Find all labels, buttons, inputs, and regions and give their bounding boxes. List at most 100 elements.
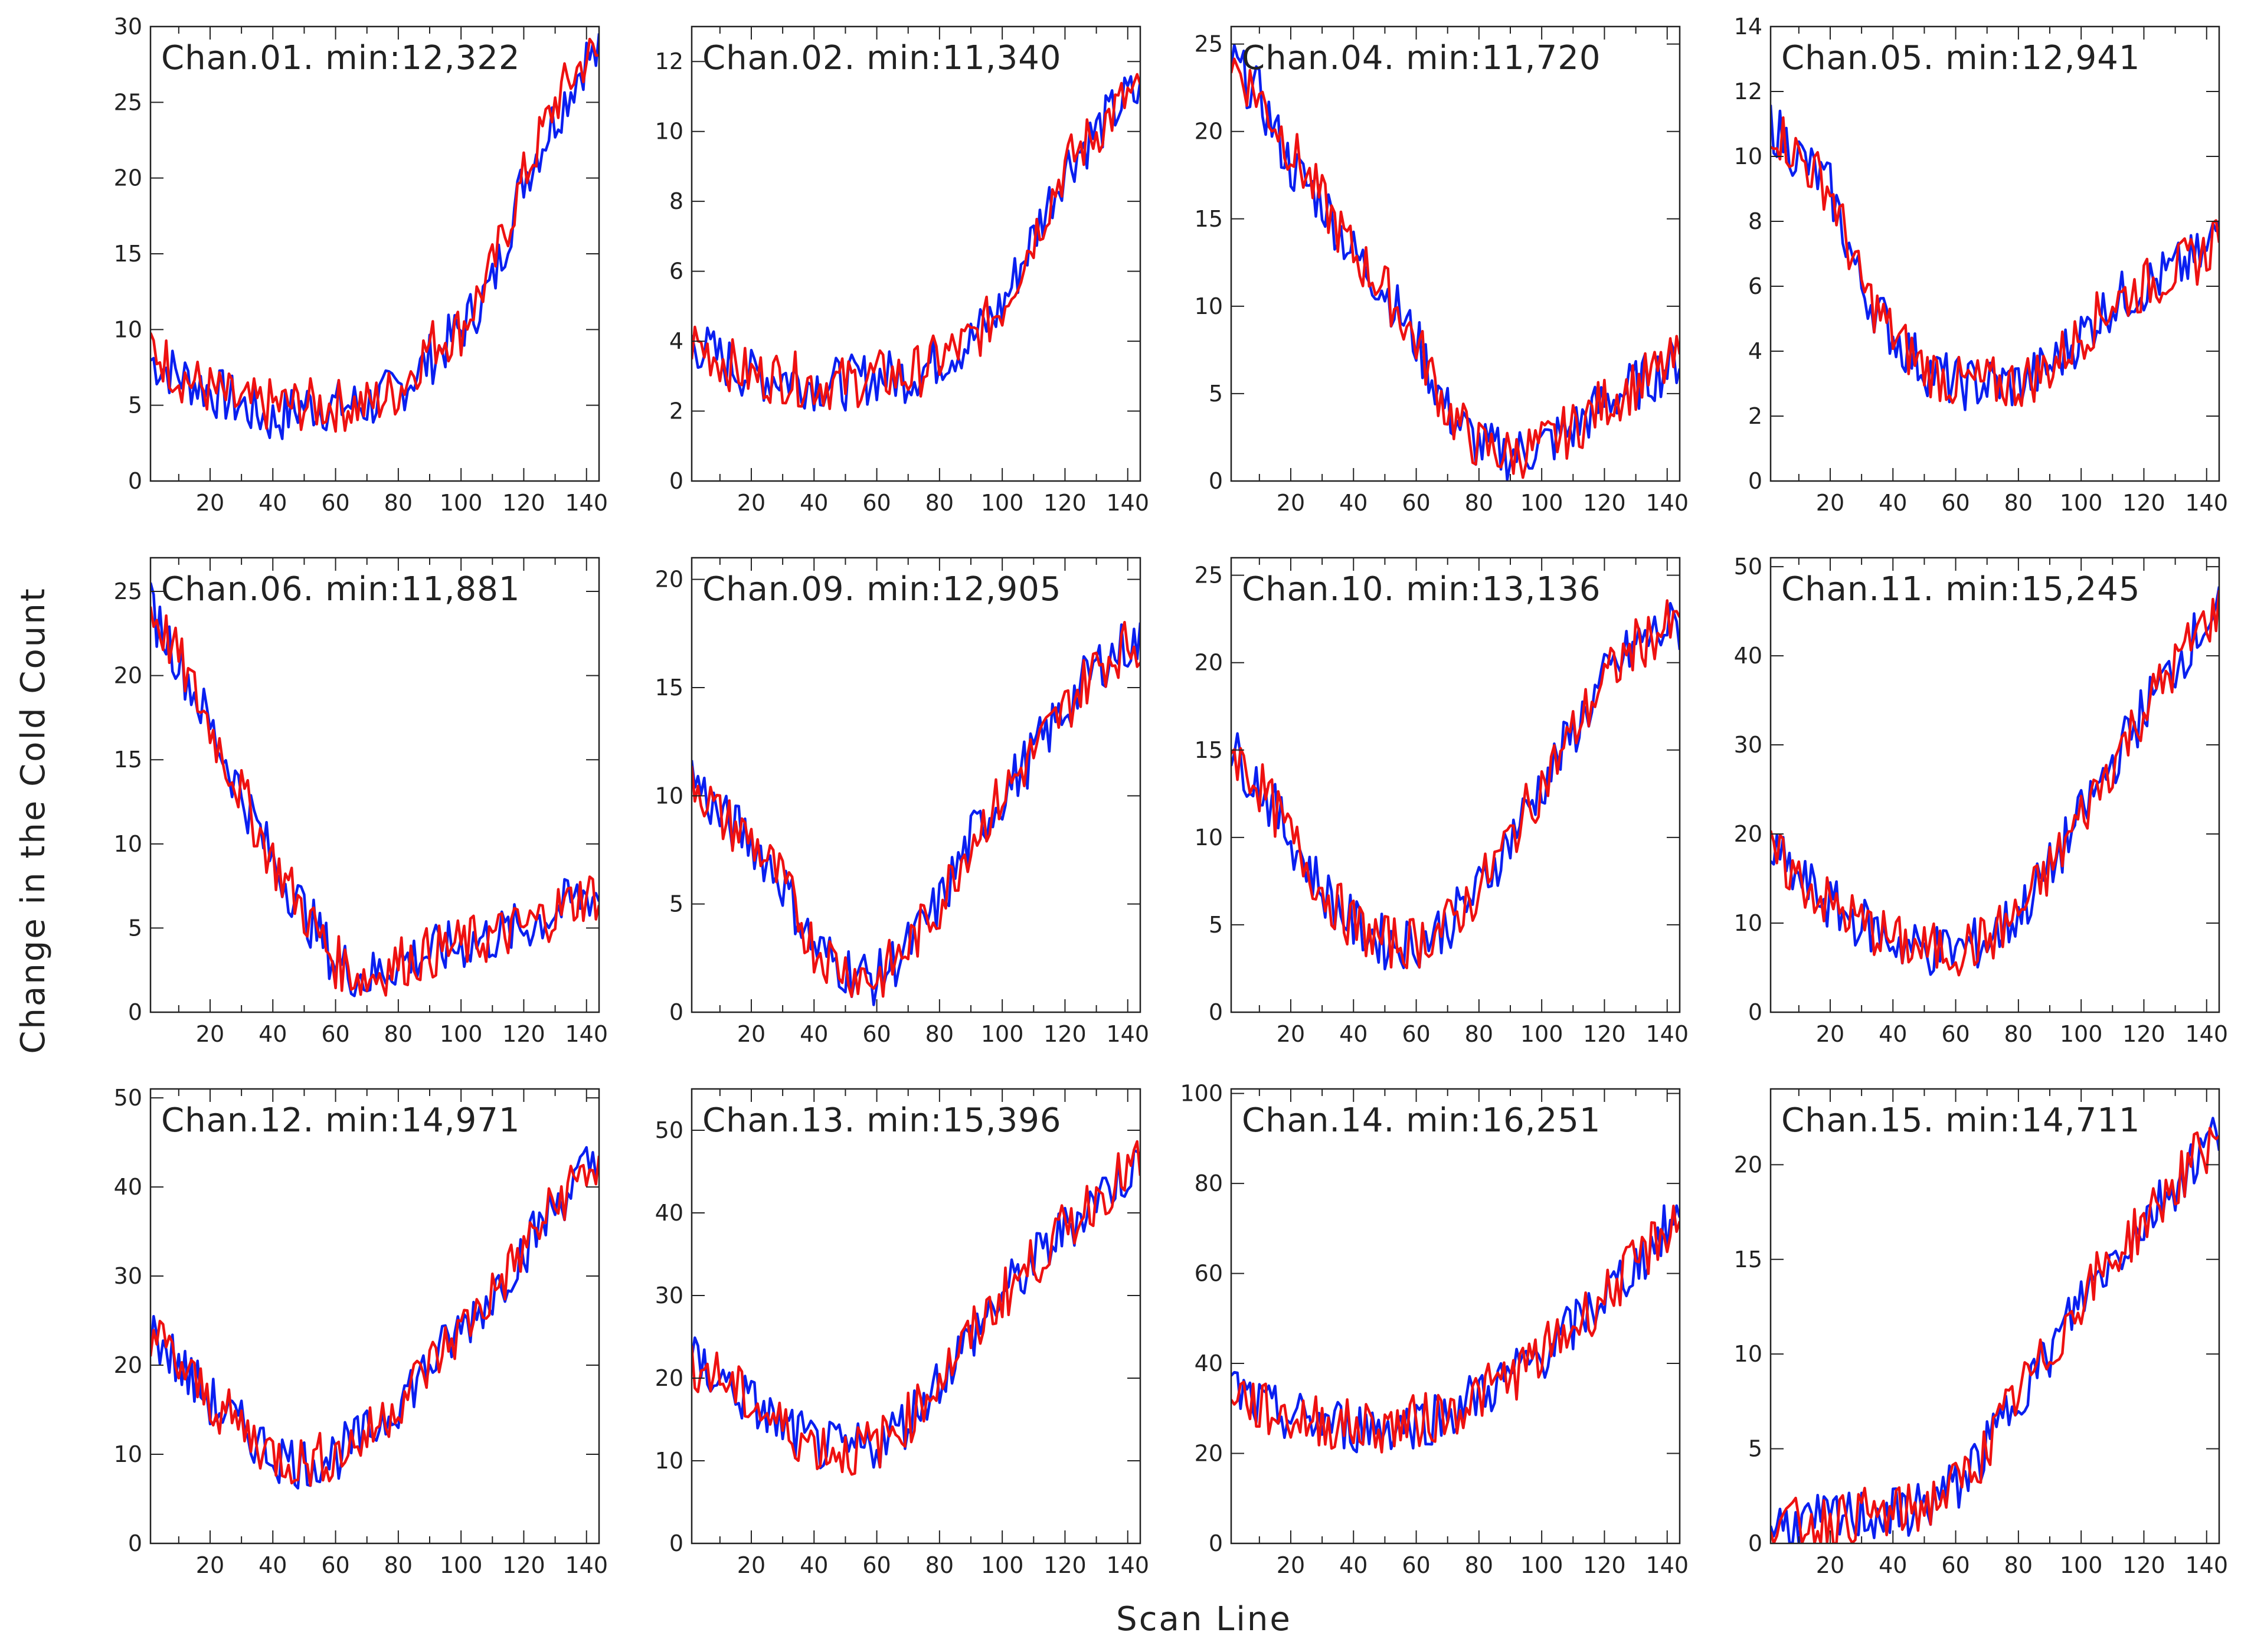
x-tick-label: 40 [1879,1021,1907,1047]
y-tick-label: 8 [1748,208,1762,234]
y-tick-label: 50 [655,1117,683,1143]
panel-title: Chan.14. min:16,251 [1242,1101,1601,1140]
plot-frame [1230,1088,1681,1545]
series-line-red [1771,116,2219,407]
x-tick-label: 120 [1583,1021,1626,1047]
x-tick-label: 60 [321,1552,349,1578]
x-tick-label: 60 [1941,1021,1970,1047]
series-line-blue [692,75,1140,412]
chart-panel: 20 40 60 80 100 120 140 0 5 10 15 20 25 Chan.06. min:… [114,557,608,1047]
y-tick-label: 50 [1734,554,1762,580]
y-tick-label: 10 [114,316,142,342]
y-tick-label: 20 [1195,650,1223,676]
y-tick-label: 10 [1195,293,1223,319]
panel-title: Chan.12. min:14,971 [161,1101,520,1140]
x-tick-label: 140 [2185,490,2228,516]
x-tick-label: 140 [1106,490,1149,516]
x-tick-label: 60 [862,1552,891,1578]
y-tick-label: 20 [1195,119,1223,145]
y-tick-label: 0 [669,468,683,494]
y-tick-label: 20 [1734,821,1762,847]
x-tick-label: 120 [2122,1021,2165,1047]
plot-frame [1769,1088,2220,1545]
plot-frame [1230,557,1681,1013]
x-tick-label: 60 [321,1021,349,1047]
x-tick-label: 140 [1106,1021,1149,1047]
y-tick-label: 5 [128,915,142,941]
y-tick-label: 5 [1209,381,1223,407]
series-line-red [1771,1127,2219,1543]
x-tick-label: 120 [1043,1552,1087,1578]
y-tick-label: 5 [1748,1436,1762,1462]
y-tick-label: 30 [114,14,142,40]
y-tick-label: 10 [655,783,683,809]
x-tick-label: 80 [1465,1552,1493,1578]
y-tick-label: 0 [1209,1530,1223,1556]
y-tick-label: 2 [1748,403,1762,429]
x-tick-label: 60 [1941,490,1970,516]
x-tick-label: 60 [1941,1552,1970,1578]
x-tick-label: 80 [925,1552,954,1578]
y-tick-label: 10 [1734,1341,1762,1367]
x-tick-label: 80 [384,490,413,516]
panel-title: Chan.15. min:14,711 [1781,1101,2140,1140]
panel-title: Chan.09. min:12,905 [702,570,1061,609]
series-line-blue [151,33,599,440]
x-tick-label: 80 [384,1552,413,1578]
series-line-red [1771,590,2219,977]
series-line-red [151,606,599,997]
chart-panel: 20 40 60 80 100 120 140 0 20 40 60 80 100 Chan.14. mi… [1180,1081,1689,1578]
x-tick-label: 20 [737,1552,765,1578]
y-tick-label: 40 [114,1174,142,1200]
x-tick-label: 40 [1339,490,1367,516]
x-tick-label: 140 [2185,1021,2228,1047]
series-line-red [151,1156,599,1487]
x-tick-label: 80 [2004,490,2033,516]
y-tick-label: 12 [655,48,683,74]
x-tick-label: 140 [565,1552,608,1578]
y-tick-label: 20 [1195,1441,1223,1467]
x-tick-label: 120 [1043,490,1087,516]
y-tick-label: 4 [1748,338,1762,364]
y-tick-label: 15 [1734,1247,1762,1272]
x-tick-label: 140 [565,1021,608,1047]
x-tick-label: 100 [440,1552,483,1578]
x-tick-label: 20 [737,490,765,516]
x-tick-label: 20 [1277,1021,1305,1047]
panel-title: Chan.04. min:11,720 [1242,39,1601,77]
x-tick-label: 140 [1645,1552,1689,1578]
x-tick-label: 100 [2060,1552,2103,1578]
x-tick-label: 120 [1583,1552,1626,1578]
series-line-red [1231,1205,1680,1454]
y-tick-label: 0 [128,1530,142,1556]
y-tick-label: 0 [1209,999,1223,1025]
panel-title: Chan.10. min:13,136 [1242,570,1601,609]
x-tick-label: 20 [196,1021,224,1047]
x-tick-label: 100 [1520,1552,1563,1578]
x-tick-label: 120 [2122,490,2165,516]
x-tick-label: 40 [259,1552,287,1578]
y-tick-label: 50 [114,1085,142,1111]
chart-panel: 20 40 60 80 100 120 140 0 10 20 30 40 50 Chan.12. min… [114,1085,608,1578]
series-line-red [1231,599,1680,970]
x-tick-label: 80 [2004,1021,2033,1047]
x-tick-label: 80 [1465,1021,1493,1047]
x-tick-label: 140 [2185,1552,2228,1578]
panel-title: Chan.01. min:12,322 [161,39,520,77]
x-tick-label: 40 [259,490,287,516]
y-tick-label: 0 [1748,999,1762,1025]
series-line-blue [1771,1117,2219,1543]
x-tick-label: 120 [1583,490,1626,516]
plot-frame [149,557,600,1013]
y-tick-label: 25 [114,89,142,115]
x-tick-label: 40 [800,490,828,516]
x-tick-label: 140 [1106,1552,1149,1578]
y-tick-label: 0 [1748,1530,1762,1556]
series-line-blue [1771,586,2219,976]
series-line-red [692,1140,1140,1476]
panel-title: Chan.06. min:11,881 [161,570,520,609]
x-tick-label: 20 [196,490,224,516]
x-tick-label: 60 [1402,1552,1430,1578]
x-tick-label: 120 [502,1021,545,1047]
